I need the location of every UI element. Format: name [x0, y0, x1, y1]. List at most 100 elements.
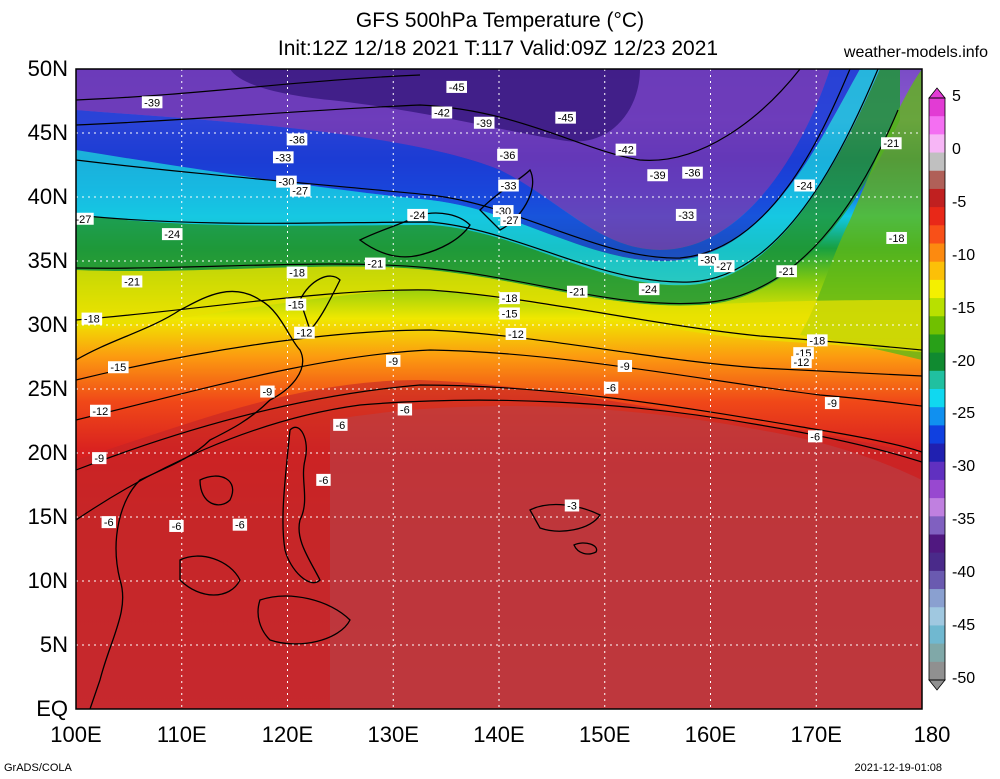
- colorbar-swatch: [929, 461, 945, 481]
- contour-line: [76, 384, 922, 471]
- colorbar-tick-label: -40: [952, 564, 976, 582]
- contour-line: [76, 109, 899, 305]
- map-title-line1: GFS 500hPa Temperature (°C): [355, 9, 645, 32]
- contour-label: -33: [678, 210, 694, 222]
- contour-label-bg: [141, 96, 163, 109]
- contour-label-bg: [499, 292, 520, 305]
- contour-label: -6: [235, 520, 245, 532]
- colorbar-swatch: [929, 425, 945, 445]
- contour-label-bg: [776, 265, 797, 278]
- colorbar-swatch: [929, 243, 945, 263]
- colorbar-swatch: [929, 170, 945, 190]
- contour-label: -27: [292, 186, 308, 198]
- contour-label: -12: [508, 329, 524, 341]
- contour-label-bg: [473, 116, 495, 129]
- lat-tick-label: 35N: [27, 248, 68, 273]
- contour-label-bg: [285, 298, 307, 311]
- lat-tick-label: EQ: [36, 696, 68, 721]
- colorbar-tick-label: 5: [952, 88, 961, 105]
- colorbar-swatch: [929, 534, 945, 554]
- green-band: [76, 69, 900, 306]
- contour-label: -21: [779, 266, 795, 278]
- contour-label: -36: [500, 150, 516, 162]
- contour-label: -45: [558, 113, 574, 125]
- contour-label: -18: [289, 268, 305, 280]
- contour-label: -24: [410, 210, 426, 222]
- contour-label-bg: [81, 312, 103, 325]
- lat-tick-label: 10N: [27, 568, 68, 593]
- colorbar-swatch: [929, 407, 945, 426]
- colorbar-tick-label: -15: [952, 299, 976, 317]
- colorbar-swatch: [929, 389, 945, 408]
- contour-label: -18: [809, 335, 825, 347]
- contour-label-bg: [505, 327, 527, 340]
- contour-label-bg: [316, 473, 331, 486]
- contour-label-bg: [161, 228, 183, 241]
- contour-label: -42: [618, 145, 634, 157]
- lon-tick-label: 120E: [261, 722, 314, 747]
- colorbar-tick-label: -50: [952, 670, 976, 687]
- contour-label: -6: [606, 383, 616, 395]
- coastlines: [76, 168, 601, 709]
- source-site: weather-models.info: [843, 44, 988, 61]
- colorbar-tick-label: -5: [952, 193, 967, 211]
- colorbar-swatch: [929, 607, 945, 626]
- contour-label: -36: [685, 168, 701, 180]
- colorbar-swatch: [929, 298, 945, 317]
- contour-label-bg: [272, 151, 294, 164]
- contour-label: -24: [164, 229, 180, 241]
- lat-tick-label: 15N: [27, 504, 68, 529]
- colorbar-arrow: [928, 679, 946, 691]
- lat-tick-label: 20N: [27, 440, 68, 465]
- contour-label: -12: [296, 328, 312, 340]
- contour-label-bg: [499, 307, 520, 320]
- contour-label-bg: [603, 381, 619, 394]
- contour-label-bg: [807, 334, 828, 347]
- colorbar-tick-label: -10: [952, 246, 976, 264]
- contour-label-bg: [498, 179, 519, 192]
- contour-label-bg: [564, 499, 580, 512]
- colorbar-swatch: [929, 188, 945, 208]
- contour-label-bg: [807, 430, 823, 443]
- contour-label: -15: [288, 300, 304, 312]
- lat-tick-label: 45N: [27, 120, 68, 145]
- lon-tick-label: 100E: [50, 722, 102, 747]
- contour-label: -33: [275, 152, 291, 164]
- contour-label-bg: [232, 518, 248, 531]
- colorbar-swatch: [929, 352, 945, 372]
- contour-label: -27: [503, 215, 519, 227]
- contour-label-bg: [121, 275, 143, 288]
- colorbar-swatch: [929, 134, 945, 154]
- contour-label: -6: [810, 431, 820, 443]
- contour-label: -42: [434, 108, 450, 120]
- contour-label-bg: [364, 257, 386, 270]
- lon-tick-label: 110E: [156, 722, 207, 747]
- contour-label: -6: [319, 475, 329, 487]
- colorbar-swatch: [929, 589, 945, 608]
- contour-label: -6: [104, 517, 114, 529]
- yellow-band: [76, 266, 922, 352]
- colorbar: [928, 87, 946, 691]
- colorbar-tick-label: -25: [952, 405, 976, 423]
- contour-label-bg: [698, 253, 719, 266]
- contour-label-bg: [446, 80, 467, 93]
- colorbar-swatch: [929, 498, 945, 517]
- contour-line: [76, 399, 922, 521]
- map-frame: [75, 68, 923, 710]
- colorbar-swatch: [929, 570, 945, 590]
- contour-label-bg: [647, 169, 668, 182]
- contour-label-bg: [713, 260, 735, 273]
- contour-label: -24: [797, 180, 813, 192]
- contour-label-bg: [886, 231, 907, 244]
- contour-label-bg: [260, 385, 275, 398]
- colorbar-swatch: [929, 625, 945, 645]
- lat-tick-label: 25N: [27, 376, 68, 401]
- contour-label: -39: [476, 118, 492, 130]
- contour-label: -27: [75, 214, 91, 226]
- contour-label: -3: [567, 500, 577, 512]
- blue-band: [76, 69, 860, 262]
- colorbar-swatch: [929, 661, 945, 681]
- lon-tick-label: 150E: [579, 722, 631, 747]
- contour-label-bg: [617, 359, 633, 372]
